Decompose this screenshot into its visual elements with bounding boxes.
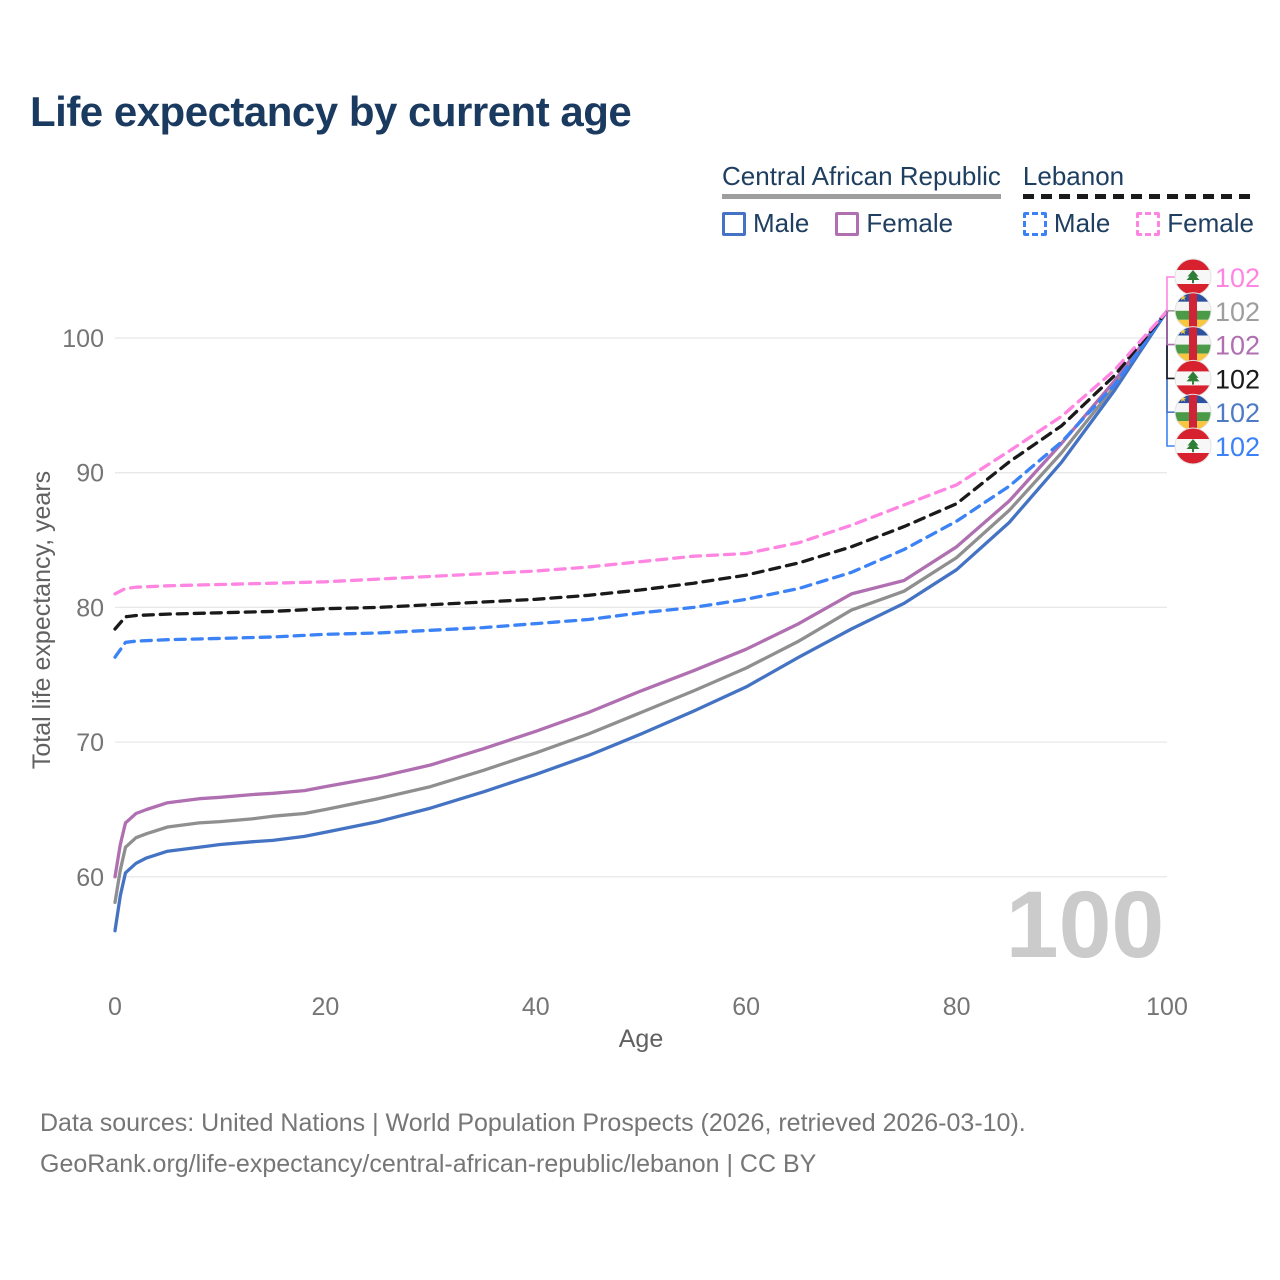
data-source-footer: Data sources: United Nations | World Pop… [40,1103,1026,1185]
end-label-connector [1166,276,1176,312]
x-tick-label: 40 [522,993,550,1021]
lebanon-flag-icon [1174,258,1212,296]
y-tick-label: 80 [76,594,104,622]
legend-group-title: Central African Republic [722,161,1001,191]
solid-line-style-indicator [722,194,1001,199]
legend-item-lebanon-male[interactable]: Male [1022,208,1111,239]
dashed-line-style-indicator [1022,194,1254,199]
end-label-connector [1166,311,1176,414]
end-label-value: 102 [1215,432,1260,462]
car-female-swatch-icon [835,211,860,236]
car-male-swatch-icon [722,211,746,236]
car-flag-icon [1174,393,1212,431]
x-tick-label: 100 [1146,993,1188,1021]
y-tick-label: 90 [76,460,104,488]
line-car-female[interactable] [113,309,1169,879]
legend-group-lebanon: Lebanon Male Female [1022,160,1254,239]
legend-item-car-male[interactable]: Male [722,208,809,239]
y-tick-label: 60 [76,864,104,892]
y-tick-label: 100 [62,325,104,353]
x-tick-label: 0 [108,993,122,1021]
x-tick-label: 60 [732,993,760,1021]
footer-sources-line: Data sources: United Nations | World Pop… [40,1109,1026,1137]
current-age-watermark: 100 [1006,872,1165,978]
lebanon-flag-icon [1174,359,1212,397]
end-label-value: 102 [1215,297,1260,327]
page-title: Life expectancy by current age [30,88,632,135]
legend-item-label: Male [753,208,810,238]
legend-item-label: Female [866,208,954,238]
line-lbn-female[interactable] [113,309,1169,596]
y-tick-label: 70 [76,729,104,757]
x-axis-title: Age [619,1025,663,1053]
line-car-total[interactable] [113,309,1169,905]
legend-item-car-female[interactable]: Female [835,208,953,239]
lebanon-male-swatch-icon [1022,211,1047,236]
x-tick-label: 20 [311,993,339,1021]
end-label-value: 102 [1215,364,1260,394]
legend-group-title: Lebanon [1022,161,1125,191]
lebanon-female-swatch-icon [1136,211,1161,236]
legend-item-label: Female [1167,208,1254,238]
car-flag-icon [1174,292,1212,330]
legend-item-label: Male [1053,208,1111,238]
end-label-value: 102 [1215,398,1260,428]
line-lbn-total[interactable] [113,309,1169,631]
line-lbn-male[interactable] [113,309,1169,659]
y-axis-title: Total life expectancy, years [28,471,56,769]
car-flag-icon [1174,326,1212,364]
end-label-connector [1166,311,1176,346]
x-tick-label: 80 [943,993,971,1021]
legend: Central African Republic Male Female Leb… [722,160,1254,239]
legend-item-lebanon-female[interactable]: Female [1136,208,1254,239]
end-label-value: 102 [1215,263,1260,293]
line-car-male[interactable] [113,309,1169,933]
legend-group-central-african-republic: Central African Republic Male Female [722,160,1001,239]
end-label-value: 102 [1215,331,1260,361]
footer-attribution-line: GeoRank.org/life-expectancy/central-afri… [40,1150,817,1178]
lebanon-flag-icon [1174,427,1212,465]
